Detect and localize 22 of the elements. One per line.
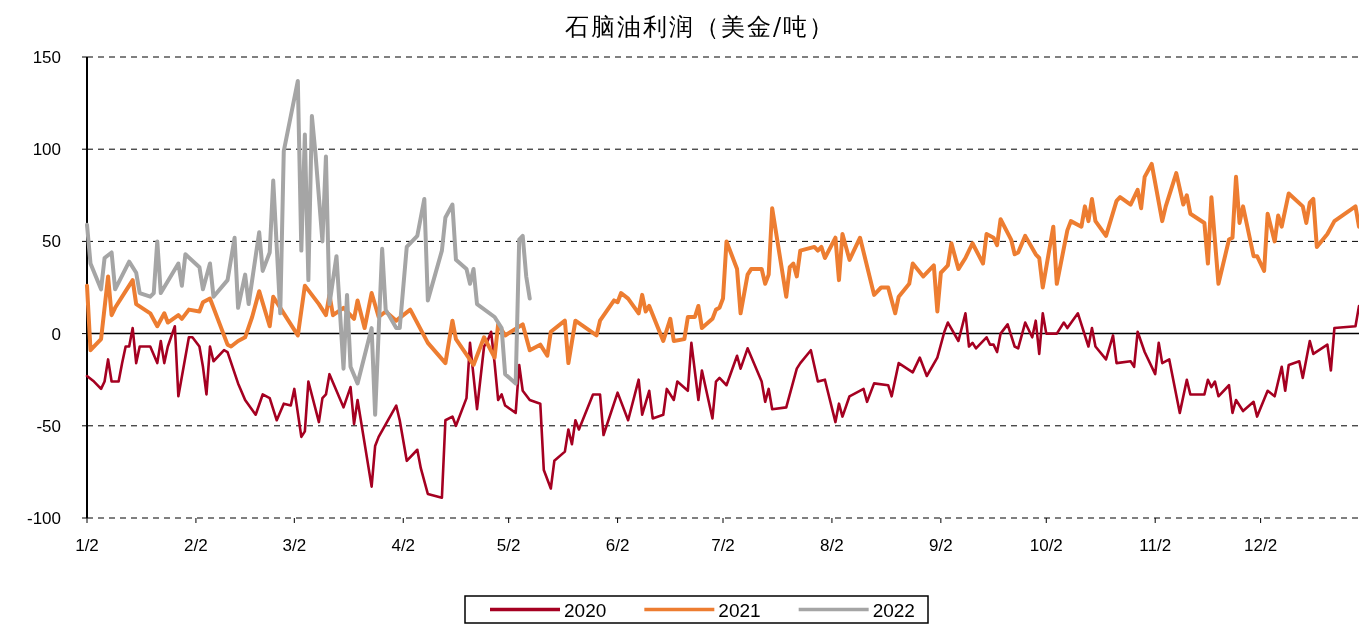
y-tick-label: 150: [32, 48, 61, 67]
x-tick-label: 4/2: [391, 536, 416, 555]
y-tick-label: 100: [32, 140, 61, 160]
chart-title: 石脑油利润（美金/吨）: [564, 13, 836, 41]
x-tick-label: 2/2: [184, 536, 208, 555]
x-tick-label: 7/2: [711, 536, 735, 555]
legend-label: 2021: [718, 599, 761, 621]
y-tick-label: 0: [51, 324, 61, 344]
x-tick-label: 12/2: [1244, 536, 1278, 555]
x-tick-label: 10/2: [1029, 536, 1063, 555]
x-tick-label: 1/2: [75, 536, 99, 555]
legend-label: 2022: [872, 599, 915, 621]
x-tick-label: 9/2: [929, 536, 953, 555]
x-tick-label: 6/2: [605, 536, 630, 555]
y-tick-label: 50: [42, 232, 61, 252]
y-tick-label: -50: [36, 416, 61, 436]
y-tick-label: -100: [26, 509, 61, 528]
legend-label: 2020: [564, 599, 607, 621]
x-tick-label: 5/2: [496, 536, 521, 555]
x-tick-label: 11/2: [1139, 536, 1172, 555]
x-tick-label: 3/2: [282, 536, 307, 555]
x-tick-label: 8/2: [820, 536, 844, 555]
